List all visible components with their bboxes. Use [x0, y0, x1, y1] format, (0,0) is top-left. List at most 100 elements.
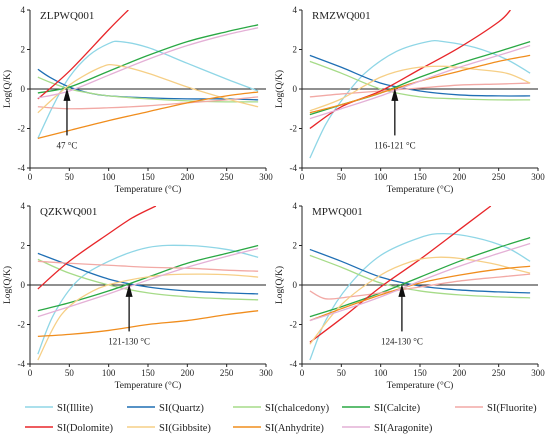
chart-panel-rmzwq001: 0 50 100 150 200 250 300 -4 -2 0 2 4 RMZWQ001 Tempera…	[274, 5, 545, 195]
series-line-siquartz	[309, 248, 531, 294]
series-group	[37, 206, 259, 361]
series-line-sigibbsite	[37, 273, 259, 361]
series-line-sicalcite	[37, 24, 259, 94]
x-tick-label: 100	[102, 368, 116, 378]
x-tick-label: 200	[181, 368, 195, 378]
panel-title: RMZWQ001	[312, 10, 371, 22]
x-tick-label: 150	[413, 172, 427, 182]
series-line-sigibbsite	[309, 256, 531, 345]
annotation-label: 116-121 °C	[374, 140, 416, 150]
y-tick-label: 4	[293, 5, 298, 15]
legend-item-siillite: SI(Illite)	[25, 403, 94, 414]
series-line-sichalcedony	[309, 254, 531, 299]
y-tick-label: -2	[18, 124, 26, 134]
annotation-label: 124-130 °C	[381, 336, 423, 346]
series-line-siquartz	[309, 54, 531, 97]
series-line-siaragonite	[309, 242, 531, 322]
legend-item-sianhydrite: SI(Anhydrite)	[233, 423, 324, 434]
legend-item-sigibbsite: SI(Gibbsite)	[127, 423, 211, 434]
annotation-arrow	[125, 284, 133, 332]
x-tick-label: 50	[337, 368, 347, 378]
x-tick-label: 100	[102, 172, 116, 182]
series-line-sianhydrite	[37, 91, 259, 140]
legend-item-sichalcedony: SI(chalcedony)	[233, 403, 330, 414]
series-line-sifluorite	[37, 260, 259, 272]
x-axis-label: Temperature (°C)	[115, 380, 182, 391]
x-tick-label: 0	[28, 172, 33, 182]
legend-item-sicalcite: SI(Calcite)	[342, 403, 421, 414]
panel-title: QZKWQ001	[40, 206, 97, 218]
series-line-siillite	[37, 40, 259, 139]
chart-panel-zlpwq001: 0 50 100 150 200 250 300 -4 -2 0 2 4 ZLPWQ001 Tempera…	[2, 5, 273, 195]
legend-item-siquartz: SI(Quartz)	[127, 403, 204, 414]
legend-label: SI(Quartz)	[159, 403, 204, 414]
series-line-sidolomite	[309, 206, 492, 343]
y-tick-label: -2	[18, 320, 26, 330]
x-tick-label: 50	[65, 172, 75, 182]
legend-label: SI(chalcedony)	[265, 403, 330, 414]
series-line-sidolomite	[37, 206, 157, 290]
series-line-sifluorite	[309, 273, 531, 300]
x-axis-label: Temperature (°C)	[387, 184, 454, 195]
legend-label: SI(Illite)	[57, 403, 94, 414]
annotation-label: 121-130 °C	[108, 336, 150, 346]
x-tick-label: 0	[28, 368, 33, 378]
y-tick-label: 0	[293, 84, 298, 94]
y-tick-label: 0	[293, 280, 298, 290]
series-line-sicalcite	[309, 236, 531, 318]
series-line-sicalcite	[37, 244, 259, 312]
y-tick-label: -2	[290, 320, 298, 330]
y-tick-label: 0	[21, 84, 26, 94]
y-tick-label: -4	[18, 163, 26, 173]
x-tick-label: 150	[141, 368, 155, 378]
series-line-sidolomite	[37, 10, 129, 100]
x-tick-label: 150	[413, 368, 427, 378]
series-line-sigibbsite	[309, 65, 531, 112]
y-tick-label: 4	[293, 201, 298, 211]
x-tick-label: 0	[300, 172, 305, 182]
series-line-sichalcedony	[37, 258, 259, 301]
y-tick-label: 4	[21, 5, 26, 15]
annotation-label: 47 °C	[57, 140, 78, 150]
series-group	[309, 206, 531, 361]
x-tick-label: 250	[492, 368, 506, 378]
y-tick-label: -4	[290, 359, 298, 369]
x-tick-label: 300	[531, 368, 545, 378]
x-tick-label: 100	[374, 172, 388, 182]
y-tick-label: 2	[293, 45, 298, 55]
annotation-arrow	[398, 284, 406, 332]
panel-title: ZLPWQ001	[40, 10, 94, 22]
annotation-arrow	[63, 88, 71, 136]
y-tick-label: 4	[21, 201, 26, 211]
series-group	[37, 10, 259, 140]
y-axis-label: Log(Q/K)	[274, 266, 285, 304]
y-tick-label: 0	[21, 280, 26, 290]
x-tick-label: 150	[141, 172, 155, 182]
series-line-sifluorite	[37, 96, 259, 110]
y-axis-label: Log(Q/K)	[2, 70, 13, 108]
series-line-sianhydrite	[37, 310, 259, 337]
x-axis-label: Temperature (°C)	[115, 184, 182, 195]
x-tick-label: 250	[220, 172, 234, 182]
series-line-sigibbsite	[37, 63, 259, 114]
legend-label: SI(Anhydrite)	[265, 423, 324, 434]
legend-item-sidolomite: SI(Dolomite)	[25, 423, 113, 434]
x-tick-label: 300	[531, 172, 545, 182]
panel-title: MPWQ001	[312, 206, 363, 218]
x-tick-label: 50	[65, 368, 75, 378]
series-line-sidolomite	[309, 10, 511, 130]
legend-label: SI(Fluorite)	[487, 403, 537, 414]
y-tick-label: -4	[18, 359, 26, 369]
y-tick-label: -2	[290, 124, 298, 134]
chart-panel-mpwq001: 0 50 100 150 200 250 300 -4 -2 0 2 4 MPWQ001 Temperat…	[274, 201, 545, 391]
y-tick-label: 2	[21, 45, 26, 55]
series-line-siquartz	[37, 252, 259, 295]
x-tick-label: 250	[492, 172, 506, 182]
series-line-siaragonite	[37, 27, 259, 99]
x-tick-label: 300	[259, 172, 273, 182]
x-tick-label: 200	[453, 172, 467, 182]
legend-label: SI(Dolomite)	[57, 423, 113, 434]
x-tick-label: 200	[181, 172, 195, 182]
x-tick-label: 100	[374, 368, 388, 378]
